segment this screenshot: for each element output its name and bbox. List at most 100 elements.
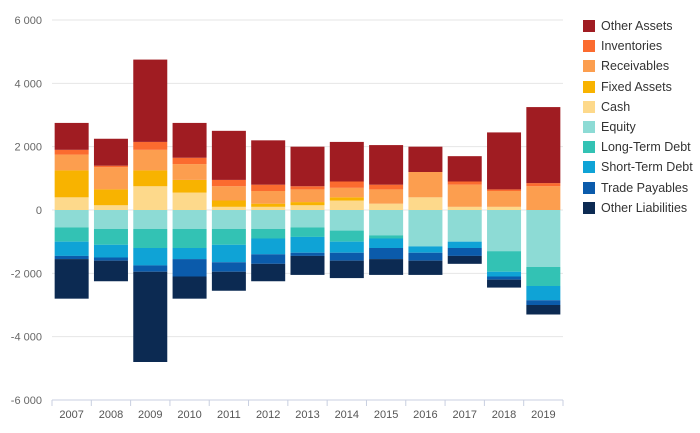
bar-segment xyxy=(369,145,404,185)
bar-segment xyxy=(329,187,364,198)
bar-segment xyxy=(172,122,207,158)
legend-item[interactable]: Other Liabilities xyxy=(583,198,693,218)
bar-segment xyxy=(251,210,286,229)
bar-segment xyxy=(54,259,89,299)
bar-segment xyxy=(93,167,128,190)
bar-segment xyxy=(447,206,482,210)
legend-swatch xyxy=(583,161,595,174)
bar-segment xyxy=(487,206,522,210)
bar-segment xyxy=(133,170,168,187)
bar-segment xyxy=(211,262,246,272)
bar-segment xyxy=(211,210,246,229)
bar-segment xyxy=(408,146,443,172)
bar-segment xyxy=(447,248,482,256)
bar-segment xyxy=(290,255,325,275)
bar-segment xyxy=(526,305,561,315)
y-tick-label: -4 000 xyxy=(11,332,42,344)
bar-segment xyxy=(133,141,168,150)
bar-segment xyxy=(290,202,325,206)
bar-segment xyxy=(133,271,168,362)
bar-segment xyxy=(329,252,364,261)
legend-swatch xyxy=(583,40,595,53)
x-tick-label: 2015 xyxy=(374,409,398,421)
bar-segment xyxy=(93,138,128,166)
y-tick-label: 0 xyxy=(36,205,42,217)
bar-segment xyxy=(369,259,404,275)
bar-segment xyxy=(526,267,561,286)
bar-segment xyxy=(93,229,128,245)
bar-segment xyxy=(447,241,482,248)
bar-segment xyxy=(329,230,364,242)
bar-segment xyxy=(290,186,325,190)
bar-segment xyxy=(93,210,128,229)
bar-segment xyxy=(329,181,364,188)
legend-label: Fixed Assets xyxy=(601,79,672,94)
bar-segment xyxy=(447,181,482,185)
legend-label: Trade Payables xyxy=(601,180,689,195)
bar-segment xyxy=(526,300,561,305)
bar-segment xyxy=(93,189,128,206)
y-tick-label: 6 000 xyxy=(14,15,42,27)
legend-item[interactable]: Inventories xyxy=(583,36,693,56)
legend-item[interactable]: Equity xyxy=(583,117,693,137)
bar-segment xyxy=(93,244,128,258)
bar-segment xyxy=(54,149,89,155)
bar-segment xyxy=(211,271,246,291)
legend-item[interactable]: Trade Payables xyxy=(583,178,693,198)
bar-segment xyxy=(369,238,404,248)
chart-legend: Other Assets Inventories Receivables Fixed … xyxy=(583,16,693,218)
bar-segment xyxy=(172,179,207,193)
legend-item[interactable]: Short-Term Debt xyxy=(583,157,693,177)
legend-swatch xyxy=(583,80,595,93)
bar-segment xyxy=(93,260,128,282)
bar-segment xyxy=(172,229,207,248)
bar-segment xyxy=(487,279,522,288)
bar-segment xyxy=(487,132,522,190)
bar-segment xyxy=(133,149,168,171)
x-tick-label: 2013 xyxy=(295,409,319,421)
legend-swatch xyxy=(583,201,595,214)
bar-segment xyxy=(54,170,89,198)
x-tick-label: 2018 xyxy=(492,409,516,421)
bar-segment xyxy=(93,205,128,210)
bar-segment xyxy=(54,210,89,228)
legend-item[interactable]: Fixed Assets xyxy=(583,77,693,97)
legend-label: Equity xyxy=(601,120,636,135)
x-tick-label: 2016 xyxy=(413,409,437,421)
bar-segment xyxy=(54,255,89,260)
bar-segment xyxy=(211,130,246,180)
bar-segment xyxy=(290,146,325,187)
bar-segment xyxy=(526,183,561,187)
bar-segment xyxy=(290,227,325,237)
bar-segment xyxy=(369,248,404,260)
bar-segment xyxy=(172,248,207,260)
legend-label: Other Assets xyxy=(601,19,673,34)
x-tick-label: 2012 xyxy=(256,409,280,421)
bar-segment xyxy=(329,200,364,210)
bar-segment xyxy=(133,265,168,272)
legend-label: Long-Term Debt xyxy=(601,140,691,155)
bar-segment xyxy=(172,276,207,299)
bar-segment xyxy=(329,210,364,231)
x-tick-label: 2010 xyxy=(177,409,201,421)
legend-item[interactable]: Long-Term Debt xyxy=(583,137,693,157)
bar-segment xyxy=(408,197,443,210)
bar-segment xyxy=(251,263,286,282)
bar-segment xyxy=(251,238,286,255)
bar-segment xyxy=(447,255,482,264)
legend-item[interactable]: Other Assets xyxy=(583,16,693,36)
legend-item[interactable]: Receivables xyxy=(583,56,693,76)
bar-segment xyxy=(211,244,246,263)
bar-segment xyxy=(211,229,246,245)
legend-swatch xyxy=(583,121,595,134)
bar-segment xyxy=(329,141,364,182)
legend-item[interactable]: Cash xyxy=(583,97,693,117)
bar-segment xyxy=(487,210,522,252)
bar-segment xyxy=(290,205,325,210)
bar-segment xyxy=(54,122,89,150)
legend-label: Other Liabilities xyxy=(601,200,688,215)
bar-segment xyxy=(369,189,404,204)
bar-segment xyxy=(133,248,168,266)
bar-segment xyxy=(526,107,561,184)
bar-segment xyxy=(290,252,325,256)
